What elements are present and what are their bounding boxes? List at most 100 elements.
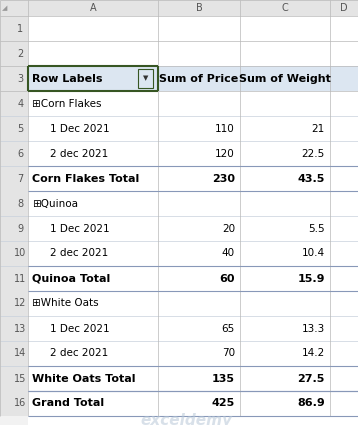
Text: D: D bbox=[340, 3, 348, 13]
Text: 2 dec 2021: 2 dec 2021 bbox=[50, 148, 108, 159]
Text: 16: 16 bbox=[14, 399, 26, 408]
Bar bbox=[158, 66, 240, 91]
Bar bbox=[0, 366, 28, 391]
Bar bbox=[0, 316, 28, 341]
Text: 15.9: 15.9 bbox=[297, 274, 325, 283]
Text: 22.5: 22.5 bbox=[302, 148, 325, 159]
Text: Corn Flakes Total: Corn Flakes Total bbox=[32, 173, 139, 184]
Bar bbox=[28, 191, 358, 216]
Text: 135: 135 bbox=[212, 374, 235, 383]
Bar bbox=[240, 66, 330, 91]
Bar bbox=[0, 41, 28, 66]
Bar bbox=[0, 266, 28, 291]
Text: Sum of Price: Sum of Price bbox=[159, 74, 239, 83]
Text: ⊞Corn Flakes: ⊞Corn Flakes bbox=[32, 99, 102, 108]
Text: 9: 9 bbox=[17, 224, 23, 233]
Bar bbox=[28, 16, 358, 41]
Text: 2 dec 2021: 2 dec 2021 bbox=[50, 249, 108, 258]
Bar bbox=[0, 66, 28, 91]
Text: 14.2: 14.2 bbox=[302, 348, 325, 359]
Text: 13.3: 13.3 bbox=[302, 323, 325, 334]
Text: 2: 2 bbox=[17, 48, 23, 59]
Bar bbox=[28, 241, 358, 266]
Text: 4: 4 bbox=[17, 99, 23, 108]
Bar bbox=[28, 116, 358, 141]
Text: B: B bbox=[195, 3, 202, 13]
Bar bbox=[0, 116, 28, 141]
Bar bbox=[28, 316, 358, 341]
Bar bbox=[28, 216, 358, 241]
Text: 1 Dec 2021: 1 Dec 2021 bbox=[50, 224, 110, 233]
Text: C: C bbox=[282, 3, 289, 13]
Text: 43.5: 43.5 bbox=[297, 173, 325, 184]
Text: 10: 10 bbox=[14, 249, 26, 258]
Text: 5.5: 5.5 bbox=[308, 224, 325, 233]
Text: 5: 5 bbox=[17, 124, 23, 133]
Bar bbox=[138, 69, 153, 88]
Bar bbox=[28, 66, 158, 91]
Bar bbox=[28, 0, 158, 16]
Text: A: A bbox=[90, 3, 96, 13]
Text: 110: 110 bbox=[215, 124, 235, 133]
Bar bbox=[28, 166, 358, 191]
Bar bbox=[0, 341, 28, 366]
Bar bbox=[330, 0, 358, 16]
Text: 86.9: 86.9 bbox=[297, 399, 325, 408]
Text: 230: 230 bbox=[212, 173, 235, 184]
Text: 1 Dec 2021: 1 Dec 2021 bbox=[50, 124, 110, 133]
Bar bbox=[0, 166, 28, 191]
Text: Quinoa Total: Quinoa Total bbox=[32, 274, 110, 283]
Text: 70: 70 bbox=[222, 348, 235, 359]
Text: ▼: ▼ bbox=[143, 76, 148, 82]
Text: 6: 6 bbox=[17, 148, 23, 159]
Text: 14: 14 bbox=[14, 348, 26, 359]
Text: White Oats Total: White Oats Total bbox=[32, 374, 135, 383]
Bar bbox=[28, 91, 358, 116]
Bar bbox=[0, 16, 28, 41]
Bar bbox=[0, 391, 28, 416]
Bar bbox=[0, 241, 28, 266]
Text: 60: 60 bbox=[219, 274, 235, 283]
Bar bbox=[28, 266, 358, 291]
Bar bbox=[0, 191, 28, 216]
Text: exceldemy: exceldemy bbox=[140, 413, 232, 425]
Text: 65: 65 bbox=[222, 323, 235, 334]
Text: 11: 11 bbox=[14, 274, 26, 283]
Text: 15: 15 bbox=[14, 374, 26, 383]
Text: Sum of Weight: Sum of Weight bbox=[239, 74, 331, 83]
Bar bbox=[28, 341, 358, 366]
Text: 7: 7 bbox=[17, 173, 23, 184]
Bar bbox=[28, 291, 358, 316]
Text: Grand Total: Grand Total bbox=[32, 399, 104, 408]
Bar bbox=[0, 141, 28, 166]
Bar bbox=[28, 41, 358, 66]
Bar bbox=[28, 366, 358, 391]
Text: 2 dec 2021: 2 dec 2021 bbox=[50, 348, 108, 359]
Text: 120: 120 bbox=[215, 148, 235, 159]
Text: 10.4: 10.4 bbox=[302, 249, 325, 258]
Bar bbox=[158, 0, 240, 16]
Bar bbox=[240, 0, 330, 16]
Text: 3: 3 bbox=[17, 74, 23, 83]
Text: 425: 425 bbox=[212, 399, 235, 408]
Bar bbox=[0, 0, 28, 16]
Bar bbox=[0, 216, 28, 241]
Bar bbox=[0, 91, 28, 116]
Bar bbox=[0, 291, 28, 316]
Text: 20: 20 bbox=[222, 224, 235, 233]
Bar bbox=[28, 391, 358, 416]
Text: ◢: ◢ bbox=[2, 5, 8, 11]
Text: 1: 1 bbox=[17, 23, 23, 34]
Bar bbox=[28, 141, 358, 166]
Text: 12: 12 bbox=[14, 298, 26, 309]
Text: 13: 13 bbox=[14, 323, 26, 334]
Text: ⊞White Oats: ⊞White Oats bbox=[32, 298, 98, 309]
Text: 1 Dec 2021: 1 Dec 2021 bbox=[50, 323, 110, 334]
Text: 27.5: 27.5 bbox=[297, 374, 325, 383]
Bar bbox=[330, 66, 358, 91]
Text: ⊞Quinoa: ⊞Quinoa bbox=[32, 198, 78, 209]
Text: 21: 21 bbox=[312, 124, 325, 133]
Text: Row Labels: Row Labels bbox=[32, 74, 102, 83]
Text: 8: 8 bbox=[17, 198, 23, 209]
Text: 40: 40 bbox=[222, 249, 235, 258]
